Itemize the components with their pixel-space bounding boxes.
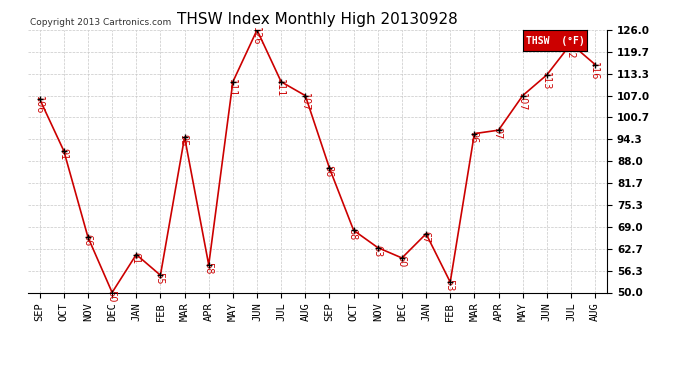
Text: 113: 113	[541, 72, 551, 90]
Title: THSW Index Monthly High 20130928: THSW Index Monthly High 20130928	[177, 12, 457, 27]
Text: 126: 126	[251, 27, 262, 46]
Text: 106: 106	[34, 96, 44, 115]
Text: 61: 61	[130, 252, 141, 264]
Text: 107: 107	[299, 93, 310, 111]
Text: 86: 86	[324, 165, 334, 178]
Text: 111: 111	[227, 79, 237, 98]
Text: 97: 97	[493, 128, 503, 140]
Text: Copyright 2013 Cartronics.com: Copyright 2013 Cartronics.com	[30, 18, 172, 27]
Text: 55: 55	[155, 273, 165, 285]
Text: 68: 68	[348, 228, 358, 240]
Text: 67: 67	[420, 231, 431, 243]
Text: 63: 63	[372, 245, 382, 257]
Text: 53: 53	[444, 279, 455, 292]
Text: 122: 122	[565, 41, 575, 60]
Text: 66: 66	[82, 234, 92, 247]
Text: 95: 95	[179, 134, 189, 147]
Text: 58: 58	[203, 262, 213, 274]
Text: 111: 111	[275, 79, 286, 98]
Text: 91: 91	[58, 148, 68, 160]
Text: 60: 60	[396, 255, 406, 267]
Text: 50: 50	[106, 290, 117, 302]
Text: 96: 96	[469, 131, 479, 143]
Text: 116: 116	[589, 62, 600, 80]
Text: 107: 107	[517, 93, 527, 111]
